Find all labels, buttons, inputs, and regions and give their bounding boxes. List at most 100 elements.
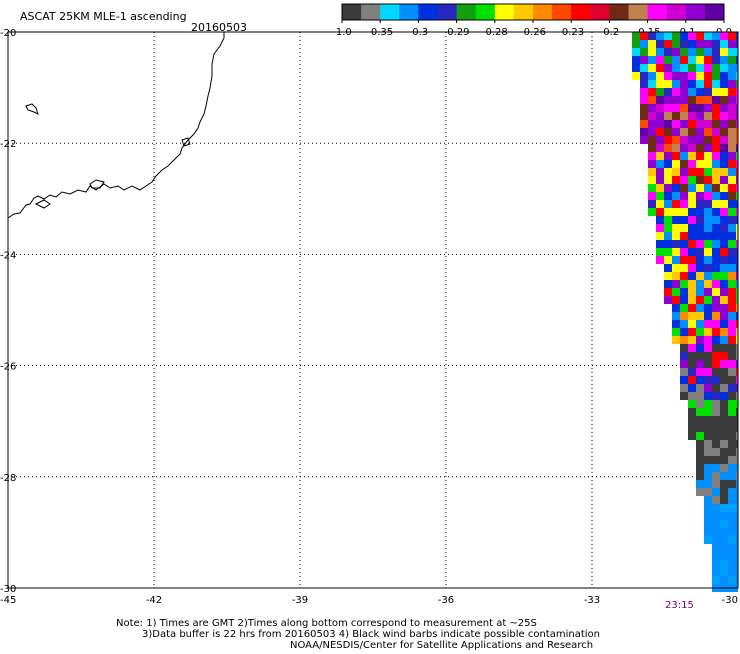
swath-cell [720,328,728,336]
swath-cell [736,384,738,392]
swath-cell [736,144,738,152]
swath-cell [736,496,738,504]
swath-cell [728,464,736,472]
swath-cell [720,48,728,56]
swath-cell [656,184,664,192]
swath-cell [712,200,720,208]
colorbar-segment [494,4,515,20]
swath-cell [712,280,720,288]
swath-cell [704,392,712,400]
swath-cell [712,576,720,584]
swath-cell [648,40,656,48]
swath-cell [664,120,672,128]
swath-cell [736,328,738,336]
swath-cell [672,136,680,144]
swath-cell [720,496,728,504]
swath-cell [696,208,704,216]
swath-cell [736,488,738,496]
colorbar-segment [533,4,553,20]
swath-cell [712,464,720,472]
swath-cell [720,456,728,464]
swath-cell [712,408,720,416]
swath-cell [696,320,704,328]
swath-cell [664,208,672,216]
swath-cell [688,248,696,256]
swath-cell [696,64,704,72]
swath-cell [720,248,728,256]
swath-cell [688,48,696,56]
swath-cell [736,280,738,288]
swath-cell [720,400,728,408]
swath-cell [640,128,648,136]
swath-cell [704,536,712,544]
swath-cell [704,80,712,88]
swath-cell [696,176,704,184]
swath-cell [728,448,736,456]
swath-cell [736,448,738,456]
swath-cell [680,344,688,352]
swath-cell [648,144,656,152]
swath-cell [680,152,688,160]
swath-cell [672,312,680,320]
longitude-tick-label: -36 [438,595,454,606]
map-title: ASCAT 25KM MLE-1 ascending [20,10,187,23]
swath-cell [696,104,704,112]
swath-cell [672,160,680,168]
swath-cell [704,56,712,64]
swath-cell [688,400,696,408]
swath-cell [728,152,736,160]
swath-cell [656,96,664,104]
swath-cell [672,288,680,296]
swath-cell [672,200,680,208]
swath-cell [736,248,738,256]
swath-cell [672,32,680,40]
swath-cell [720,88,728,96]
swath-cell [672,144,680,152]
swath-cell [696,232,704,240]
swath-cell [712,352,720,360]
swath-cell [736,216,738,224]
swath-cell [688,320,696,328]
swath-cell [688,264,696,272]
swath-cell [664,296,672,304]
swath-cell [648,208,656,216]
swath-cell [672,224,680,232]
swath-cell [664,224,672,232]
swath-cell [728,432,736,440]
swath-cell [632,72,640,80]
swath-cell [712,232,720,240]
swath-cell [688,288,696,296]
swath-cell [672,256,680,264]
swath-cell [672,88,680,96]
swath-cell [688,304,696,312]
swath-cell [656,192,664,200]
swath-cell [712,176,720,184]
swath-cell [712,512,720,520]
swath-cell [688,32,696,40]
swath-cell [728,400,736,408]
swath-cell [712,208,720,216]
swath-cell [704,264,712,272]
swath-cell [680,312,688,320]
swath-cell [672,104,680,112]
swath-cell [712,112,720,120]
swath-cell [728,416,736,424]
swath-cell [712,128,720,136]
swath-cell [696,216,704,224]
swath-cell [712,520,720,528]
swath-cell [728,504,736,512]
swath-cell [728,144,736,152]
swath-cell [720,120,728,128]
swath-cell [680,392,688,400]
swath-cell [728,536,736,544]
swath-cell [720,536,728,544]
swath-cell [704,64,712,72]
swath-cell [664,88,672,96]
swath-cell [712,40,720,48]
swath-cell [720,232,728,240]
swath-cell [712,152,720,160]
swath-cell [728,344,736,352]
swath-cell [728,568,736,576]
swath-cell [736,432,738,440]
swath-cell [720,240,728,248]
